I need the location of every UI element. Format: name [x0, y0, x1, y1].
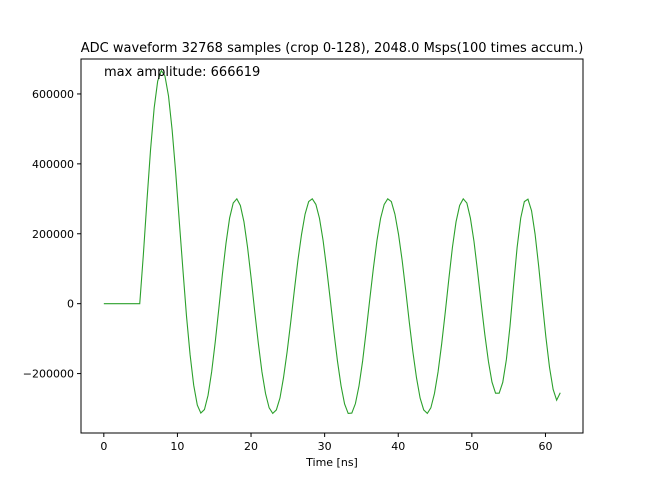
x-tick-label: 60: [538, 440, 552, 453]
y-tick-label: 0: [67, 298, 74, 311]
x-tick-label: 40: [391, 440, 405, 453]
y-tick-label: 400000: [32, 158, 74, 171]
x-tick-label: 0: [100, 440, 107, 453]
y-axis: −200000 0 200000 400000 600000: [23, 88, 81, 381]
x-axis-label: Time [ns]: [305, 456, 358, 469]
x-tick-label: 10: [170, 440, 184, 453]
series-line: [103, 69, 561, 415]
y-tick-label: −200000: [23, 368, 74, 381]
x-tick-label: 30: [318, 440, 332, 453]
plot-frame: [80, 58, 584, 434]
chart-title: ADC waveform 32768 samples (crop 0-128),…: [81, 41, 584, 56]
x-tick-label: 20: [244, 440, 258, 453]
x-tick-label: 50: [465, 440, 479, 453]
x-axis: 0 10 20 30 40 50 60: [100, 433, 552, 453]
max-amplitude-annotation: max amplitude: 666619: [104, 65, 260, 80]
y-tick-label: 600000: [32, 88, 74, 101]
y-tick-label: 200000: [32, 228, 74, 241]
